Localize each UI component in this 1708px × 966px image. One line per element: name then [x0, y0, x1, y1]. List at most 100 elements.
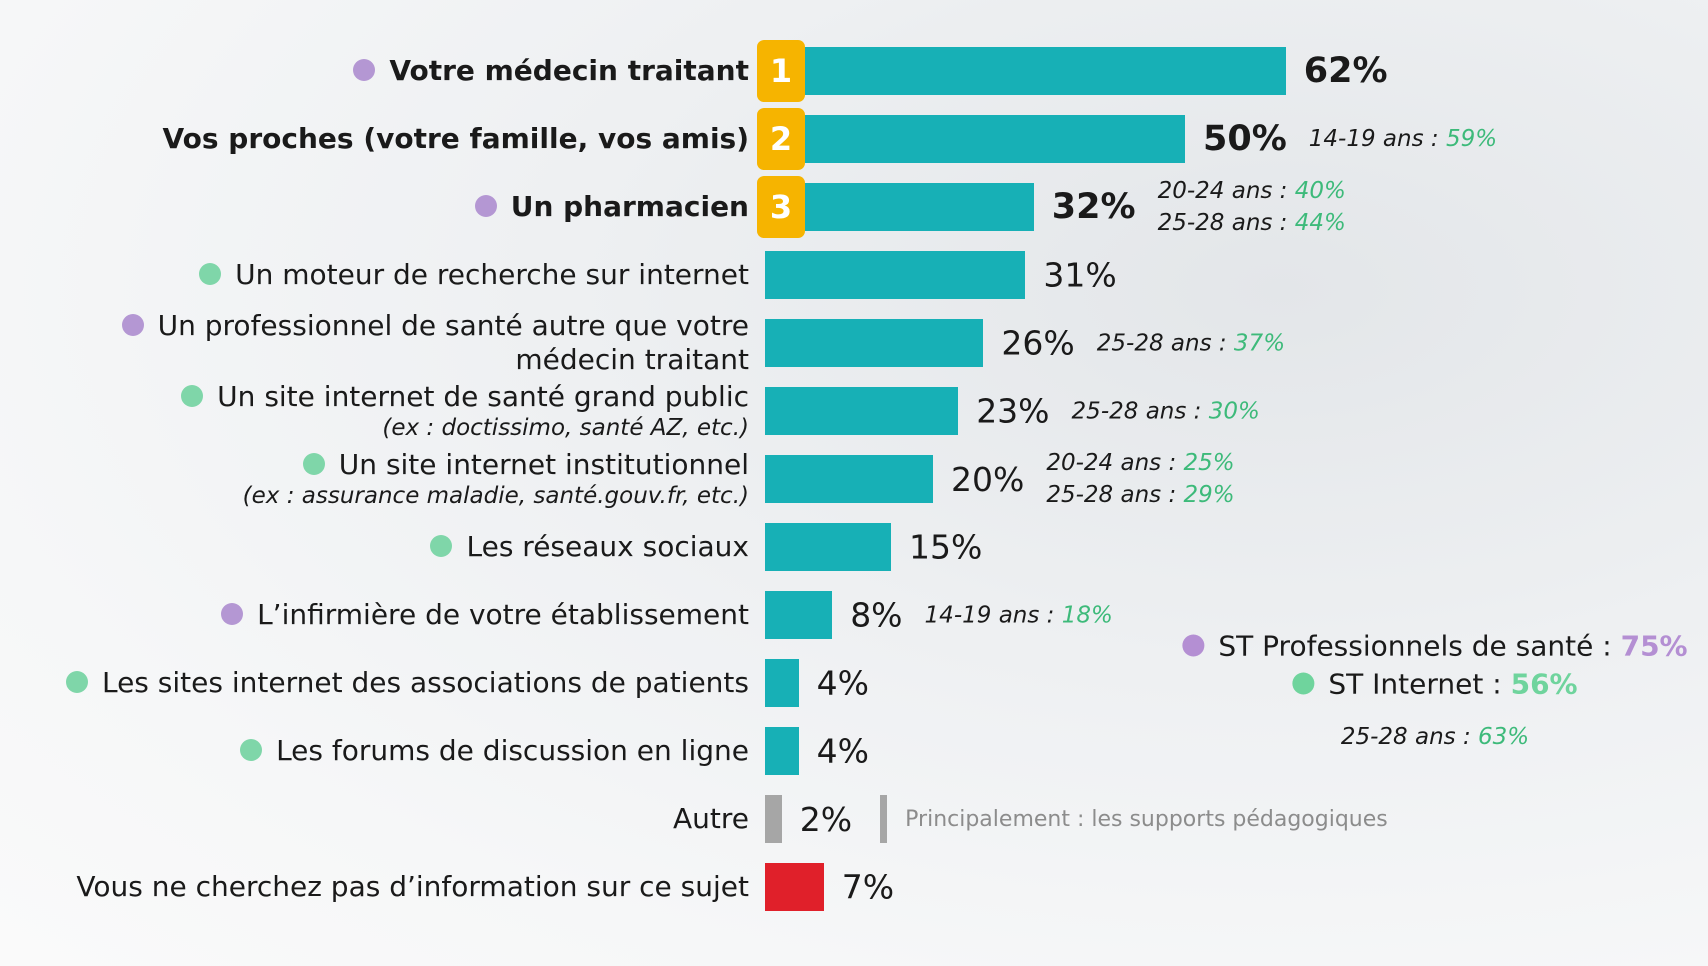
category-label: Les forums de discussion en ligne: [276, 734, 749, 767]
age-notes: 25-28 ans : 30%: [1072, 395, 1260, 427]
age-note-label: 20-24 ans :: [1046, 450, 1176, 476]
note-text: Principalement : les supports pédagogiqu…: [905, 807, 1388, 832]
age-note-label: 25-28 ans :: [1158, 210, 1288, 236]
value-label: 32%: [1052, 187, 1136, 227]
age-note-value: 29%: [1184, 482, 1235, 508]
bar: [765, 115, 1185, 163]
category-label: Vous ne cherchez pas d’information sur c…: [76, 870, 749, 903]
category-line: Autre: [673, 802, 749, 836]
age-note: 20-24 ans : 40%: [1158, 175, 1346, 207]
category-label-block: Un moteur de recherche sur internet: [199, 258, 749, 292]
value-group: 8% 14-19 ans : 18%: [850, 596, 1113, 635]
bar: [765, 319, 983, 367]
category-dot: [303, 453, 325, 475]
bar: [765, 591, 832, 639]
summary-value: 56%: [1511, 668, 1578, 701]
value-group: 2%Principalement : les supports pédagogi…: [800, 795, 1388, 843]
category-line: Un professionnel de santé autre que votr…: [122, 309, 749, 377]
category-label: Votre médecin traitant: [389, 54, 749, 87]
note-separator: [880, 795, 887, 843]
age-note-label: 25-28 ans :: [1046, 482, 1176, 508]
age-note-value: 40%: [1295, 178, 1346, 204]
category-label-block: Un professionnel de santé autre que votr…: [122, 309, 749, 377]
bar: [765, 455, 933, 503]
value-group: 31%: [1043, 256, 1116, 295]
age-note: 14-19 ans : 18%: [925, 599, 1113, 631]
category-label: Un moteur de recherche sur internet: [235, 258, 749, 291]
age-notes: 14-19 ans : 59%: [1309, 123, 1497, 155]
value-group: 20% 20-24 ans : 25% 25-28 ans : 29%: [951, 447, 1235, 511]
category-label-block: Les sites internet des associations de p…: [66, 666, 749, 700]
category-dot: [221, 603, 243, 625]
category-label: Les réseaux sociaux: [466, 530, 749, 563]
summary-note: 25-28 ans : 63%: [1341, 724, 1529, 750]
rank-badge: 2: [757, 108, 805, 170]
category-line: L’infirmière de votre établissement: [221, 598, 749, 632]
age-note-value: 44%: [1295, 210, 1346, 236]
age-note-label: 14-19 ans :: [1309, 126, 1439, 152]
category-line: Les réseaux sociaux: [430, 530, 749, 564]
age-note-label: 25-28 ans :: [1072, 398, 1202, 424]
bar: [765, 863, 824, 911]
age-notes: 20-24 ans : 25% 25-28 ans : 29%: [1046, 447, 1234, 511]
age-note-value: 25%: [1184, 450, 1235, 476]
category-line: Votre médecin traitant: [353, 54, 749, 88]
category-label-block: Votre médecin traitant: [353, 54, 749, 88]
value-group: 62%: [1304, 51, 1388, 91]
category-label-block: Vous ne cherchez pas d’information sur c…: [76, 870, 749, 904]
category-label: Vos proches (votre famille, vos amis): [163, 122, 749, 155]
category-line: Vous ne cherchez pas d’information sur c…: [76, 870, 749, 904]
value-group: 23%25-28 ans : 30%: [976, 392, 1260, 431]
bar: [765, 727, 799, 775]
value-group: 7%: [842, 868, 894, 907]
value-label: 8%: [850, 596, 902, 635]
category-line: Un site internet de santé grand public: [181, 380, 749, 414]
value-label: 20%: [951, 460, 1024, 499]
summary-line: ST Internet : 56%: [1292, 668, 1577, 701]
category-dot: [66, 671, 88, 693]
value-label: 15%: [909, 528, 982, 567]
value-group: 4%: [817, 732, 869, 771]
age-note-value: 18%: [1062, 602, 1113, 628]
value-group: 50%14-19 ans : 59%: [1203, 119, 1497, 159]
category-dot: [430, 535, 452, 557]
age-note-label: 14-19 ans :: [925, 602, 1055, 628]
category-label: Autre: [673, 802, 749, 835]
value-label: 4%: [817, 732, 869, 771]
age-note-value: 30%: [1209, 398, 1260, 424]
summary-line: ST Professionnels de santé : 75%: [1182, 630, 1687, 663]
bar: [765, 387, 958, 435]
age-notes: 20-24 ans : 40%25-28 ans : 44%: [1158, 175, 1346, 239]
rank-badge: 1: [757, 40, 805, 102]
bar: [765, 795, 782, 843]
category-line: Vos proches (votre famille, vos amis): [163, 122, 749, 156]
category-label-block: Les réseaux sociaux: [430, 530, 749, 564]
category-sublabel: (ex : doctissimo, santé AZ, etc.): [181, 414, 749, 442]
value-label: 4%: [817, 664, 869, 703]
category-dot: [181, 385, 203, 407]
value-group: 15%: [909, 528, 982, 567]
category-line: Les sites internet des associations de p…: [66, 666, 749, 700]
category-label: Un pharmacien: [511, 190, 749, 223]
age-note-value: 37%: [1234, 330, 1285, 356]
category-label: Les sites internet des associations de p…: [102, 666, 749, 699]
summary-note-label: 25-28 ans :: [1341, 724, 1471, 750]
bar: [765, 183, 1034, 231]
value-group: 4%: [817, 664, 869, 703]
category-sublabel: (ex : assurance maladie, santé.gouv.fr, …: [243, 482, 749, 510]
value-group: 32%20-24 ans : 40%25-28 ans : 44%: [1052, 175, 1346, 239]
summary-dot: [1182, 635, 1204, 657]
category-dot: [240, 739, 262, 761]
category-label-block: Vos proches (votre famille, vos amis): [163, 122, 749, 156]
category-label-block: Un pharmacien: [475, 190, 749, 224]
category-label-block: Autre: [673, 802, 749, 836]
age-note: 25-28 ans : 44%: [1158, 207, 1346, 239]
age-note: 25-28 ans : 30%: [1072, 395, 1260, 427]
age-note: 25-28 ans : 37%: [1097, 327, 1285, 359]
age-note: 25-28 ans : 29%: [1046, 479, 1234, 511]
category-label-block: Les forums de discussion en ligne: [240, 734, 749, 768]
summary-note-value: 63%: [1478, 724, 1529, 750]
category-dot: [122, 314, 144, 336]
bar: [765, 523, 891, 571]
value-label: 62%: [1304, 51, 1388, 91]
